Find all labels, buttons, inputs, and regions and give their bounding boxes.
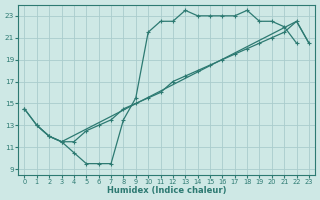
X-axis label: Humidex (Indice chaleur): Humidex (Indice chaleur) xyxy=(107,186,227,195)
